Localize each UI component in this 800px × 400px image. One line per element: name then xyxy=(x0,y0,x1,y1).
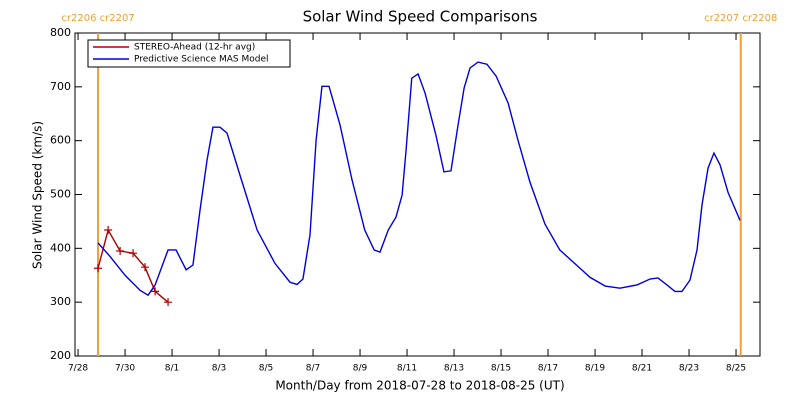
x-tick-label: 8/3 xyxy=(212,364,226,374)
y-tick-label: 800 xyxy=(50,26,71,39)
x-tick-label: 7/28 xyxy=(68,364,88,374)
point-marker xyxy=(94,264,103,273)
legend-box xyxy=(87,39,291,68)
x-tick-label: 8/17 xyxy=(538,364,558,374)
legend-label: Predictive Science MAS Model xyxy=(134,55,269,65)
x-tick-label: 8/19 xyxy=(585,364,605,374)
point-marker xyxy=(104,226,113,235)
x-tick-label: 8/5 xyxy=(259,364,273,374)
series-line xyxy=(97,61,741,297)
point-marker xyxy=(151,287,160,296)
x-tick-label: 7/30 xyxy=(115,364,135,374)
x-tick-label: 8/21 xyxy=(632,364,652,374)
y-tick-label: 600 xyxy=(50,134,71,147)
x-tick-label: 8/25 xyxy=(726,364,746,374)
y-tick-label: 400 xyxy=(50,241,71,254)
y-tick-label: 700 xyxy=(50,80,71,93)
x-tick-label: 8/9 xyxy=(353,364,368,374)
y-tick-label: 200 xyxy=(50,349,71,362)
legend-label: STEREO-Ahead (12-hr avg) xyxy=(134,43,255,53)
x-tick-label: 8/15 xyxy=(491,364,511,374)
x-tick-label: 8/13 xyxy=(444,364,464,374)
point-marker xyxy=(141,263,150,272)
x-tick-label: 8/7 xyxy=(306,364,320,374)
point-marker xyxy=(164,298,173,307)
annotation: cr2207 cr2208 xyxy=(704,13,777,24)
annotation: cr2206 cr2207 xyxy=(61,13,134,24)
x-axis-label: Month/Day from 2018-07-28 to 2018-08-25 … xyxy=(275,379,564,393)
x-tick-label: 8/11 xyxy=(397,364,417,374)
chart-title: Solar Wind Speed Comparisons xyxy=(303,8,538,26)
point-marker xyxy=(129,249,138,258)
point-marker xyxy=(116,247,125,256)
x-tick-label: 8/23 xyxy=(679,364,699,374)
y-tick-label: 500 xyxy=(50,188,71,201)
y-tick-label: 300 xyxy=(50,295,71,308)
x-tick-label: 8/1 xyxy=(165,364,179,374)
y-axis-label: Solar Wind Speed (km/s) xyxy=(31,121,45,269)
